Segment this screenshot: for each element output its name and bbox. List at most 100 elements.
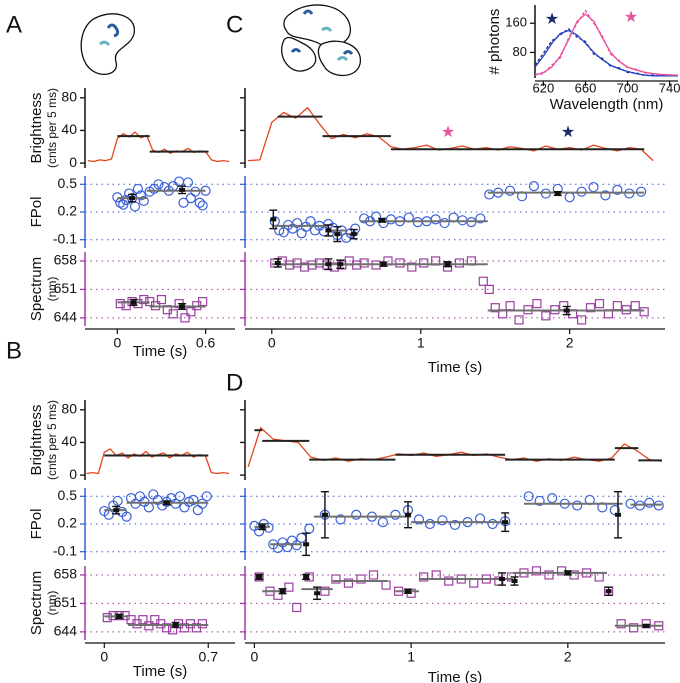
error-bar [349, 228, 358, 240]
error-bar [613, 490, 622, 539]
error-bar [324, 258, 333, 271]
point [439, 217, 450, 229]
y-tick-label: 0.5 [58, 487, 78, 503]
error-bar [178, 185, 187, 195]
y-tick-label: 658 [54, 566, 78, 582]
point [523, 491, 534, 502]
error-bar-center [404, 589, 411, 594]
error-bar [324, 224, 333, 237]
error-bar [403, 588, 412, 594]
error-bar [313, 586, 322, 601]
y-axis-label: Spectrum [28, 257, 45, 321]
point [534, 495, 545, 507]
point [182, 177, 194, 188]
point [413, 514, 425, 525]
x-axis-label: Time (s) [428, 669, 482, 683]
y-tick-label: 644 [54, 623, 78, 639]
subplot: 658 651 644 Spectrum (nm) 0 0.6 Time (s) [28, 252, 235, 360]
line-trace [534, 28, 679, 77]
error-bar-center [314, 591, 321, 596]
subplot: 0 40 80 Brightness (cnts per 5 ms) [28, 400, 230, 482]
point [359, 213, 370, 224]
x-tick-label: 0.7 [199, 649, 219, 665]
y-tick-label: 0.2 [58, 515, 78, 531]
error-bar-center [179, 187, 186, 192]
error-bar [178, 302, 187, 311]
subplot: 0 1 2 Time (s) [240, 252, 665, 376]
error-bar-center [270, 217, 277, 222]
point [644, 497, 655, 508]
error-bar-center [334, 232, 341, 237]
x-tick-label: 700 [617, 80, 639, 95]
point [135, 190, 146, 201]
error-bar [112, 505, 121, 515]
point [594, 572, 604, 582]
point [180, 313, 190, 323]
error-bar-center [130, 300, 137, 305]
error-bar [255, 573, 264, 581]
point [186, 307, 196, 317]
point [314, 258, 325, 268]
x-tick-label: 620 [533, 80, 555, 95]
error-bar [258, 523, 267, 531]
error-bar-center [325, 262, 332, 267]
y-tick-label: 658 [54, 252, 78, 268]
line-trace [534, 13, 678, 76]
point [484, 189, 495, 200]
star-icon: ★ [441, 124, 455, 141]
point [132, 183, 144, 195]
error-bar-center [116, 614, 123, 619]
subplot: 0.5 0.2 -0.1 FPol [28, 175, 235, 248]
point [284, 582, 294, 592]
point [174, 491, 186, 502]
error-bar [501, 512, 510, 533]
point [292, 217, 303, 229]
error-bar [553, 190, 562, 197]
error-bar-center [564, 570, 571, 575]
point [616, 619, 626, 629]
y-tick-label: 651 [54, 280, 78, 296]
point [377, 517, 389, 528]
subplot: 0.5 0.2 -0.1 FPol [28, 487, 235, 560]
error-bar-center [179, 304, 186, 309]
point [564, 192, 575, 203]
error-bar [115, 613, 124, 620]
x-axis-label: Time (s) [428, 359, 482, 376]
point [335, 514, 346, 525]
point [121, 511, 132, 522]
point [639, 307, 649, 317]
point [444, 576, 454, 586]
point [390, 509, 401, 520]
error-bar-center [554, 191, 561, 196]
x-tick-label: 0 [251, 649, 259, 665]
error-bar-center [337, 262, 344, 267]
point [547, 493, 558, 504]
error-bar-center [502, 520, 509, 525]
error-bar-center [256, 574, 263, 579]
point [630, 301, 640, 311]
y-tick-label: 80 [513, 44, 527, 59]
point [139, 294, 149, 305]
point [185, 193, 196, 204]
y-axis-sublabel: (nm) [45, 277, 59, 302]
y-axis-sublabel: (cnts per 5 ms) [45, 400, 59, 480]
point [629, 623, 639, 633]
point [419, 572, 429, 582]
point [356, 574, 366, 584]
point [188, 494, 199, 506]
subplot [240, 400, 662, 480]
point [168, 309, 178, 319]
panel-label: A [6, 11, 22, 38]
point [469, 578, 479, 588]
error-bar [336, 259, 345, 269]
error-bar [510, 576, 519, 586]
point [487, 518, 498, 530]
error-bar-center [163, 500, 170, 505]
point [331, 574, 341, 584]
y-axis-sublabel: (nm) [45, 591, 59, 616]
point [192, 505, 203, 516]
error-bar [604, 586, 613, 596]
y-axis-sublabel: (cnts per 5 ms) [45, 88, 59, 168]
error-bar-center [113, 508, 120, 513]
